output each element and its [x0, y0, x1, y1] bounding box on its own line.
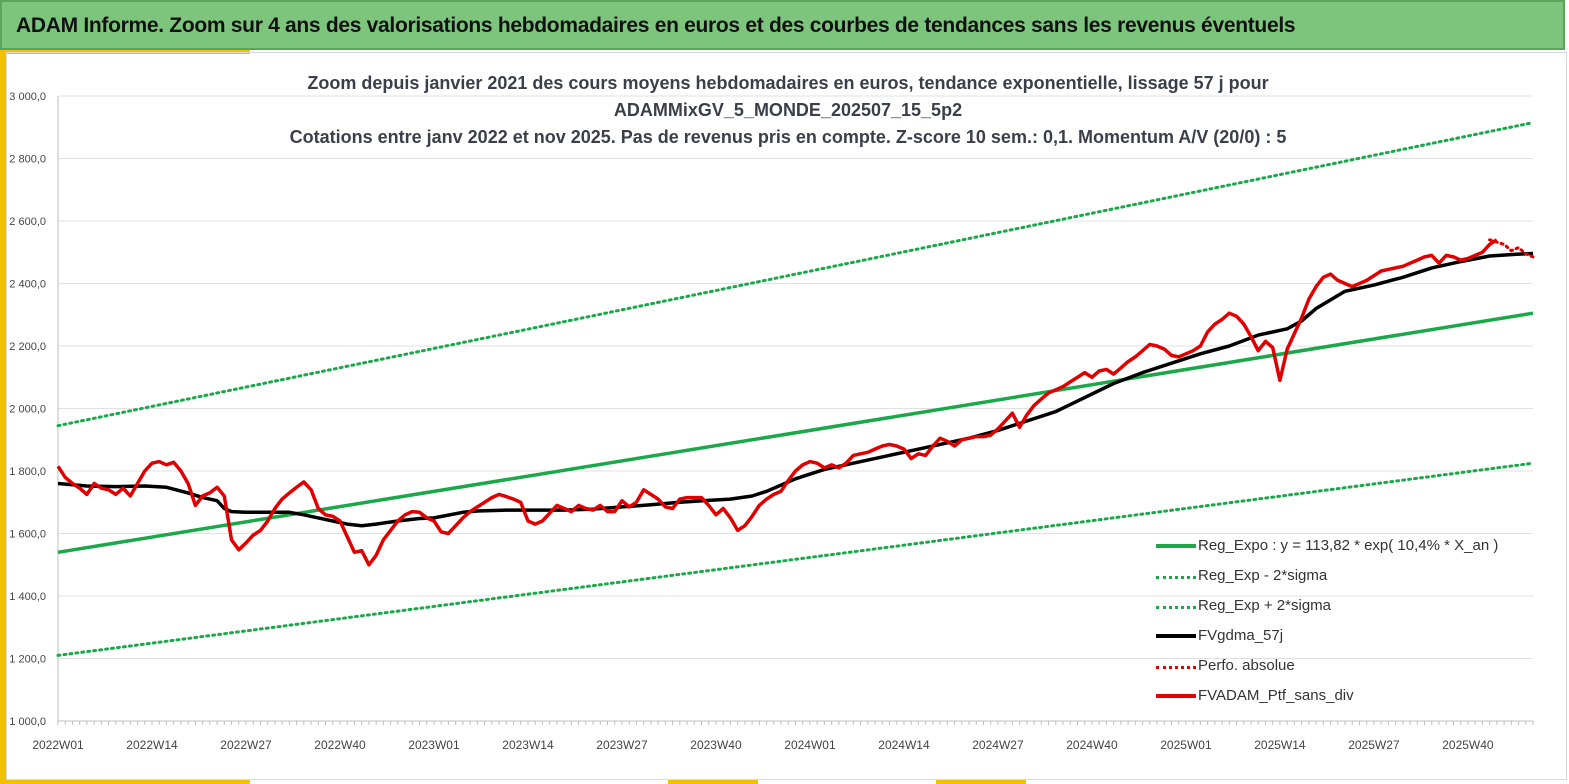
legend-swatch-fvgdma: [1156, 634, 1196, 638]
x-tick-label: 2023W40: [690, 738, 742, 752]
x-tick-label: 2025W14: [1254, 738, 1306, 752]
legend-item-perfo: Perfo. absolue: [1150, 652, 1550, 682]
legend-swatch-reg-exp-plus: [1156, 606, 1196, 609]
y-tick-label: 2 600,0: [9, 216, 46, 228]
x-tick-label: 2025W27: [1348, 738, 1400, 752]
chart-title-line-3: Cotations entre janv 2022 et nov 2025. P…: [289, 127, 1287, 147]
legend-label-reg-exp-minus: Reg_Exp - 2*sigma: [1198, 567, 1328, 584]
series-line-3: [57, 251, 1534, 528]
y-tick-label: 1 600,0: [9, 529, 46, 541]
x-tick-label: 2024W40: [1066, 738, 1118, 752]
series-lines: [56, 121, 1535, 657]
legend-label-fvadam: FVADAM_Ptf_sans_div: [1198, 687, 1354, 704]
x-tick-label: 2025W01: [1160, 738, 1212, 752]
y-tick-label: 2 000,0: [9, 404, 46, 416]
y-tick-label: 1 000,0: [9, 716, 46, 728]
x-tick-label: 2022W27: [220, 738, 272, 752]
accent-bar-left: [0, 50, 6, 784]
y-tick-label: 1 200,0: [9, 654, 46, 666]
accent-bar-bottom-mid: [668, 780, 758, 784]
accent-bar-bottom-right: [936, 780, 1026, 784]
x-tick-label: 2025W40: [1442, 738, 1494, 752]
legend-swatch-reg-expo: [1156, 544, 1196, 548]
legend-swatch-fvadam: [1156, 694, 1196, 698]
legend-swatch-reg-exp-minus: [1156, 576, 1196, 579]
legend-label-fvgdma: FVgdma_57j: [1198, 627, 1284, 644]
x-axis-ticks: 2022W01 2022W14 2022W27 2022W40 2023W01 2023W…: [32, 738, 1494, 752]
legend-item-reg-expo: Reg_Expo : y = 113,82 * exp( 10,4% * X_a…: [1150, 532, 1550, 562]
gridlines: [57, 95, 1534, 725]
series-line-4: [1488, 238, 1535, 259]
accent-bar-bottom: [0, 780, 250, 784]
chart-frame: [6, 52, 1567, 780]
x-tick-label: 2023W27: [596, 738, 648, 752]
series-line-0: [57, 311, 1534, 555]
header-banner: ADAM Informe. Zoom sur 4 ans des valoris…: [0, 0, 1565, 50]
legend-item-fvgdma: FVgdma_57j: [1150, 622, 1550, 652]
legend-item-reg-exp-plus: Reg_Exp + 2*sigma: [1150, 592, 1550, 622]
legend-item-fvadam: FVADAM_Ptf_sans_div: [1150, 682, 1550, 712]
x-tick-label: 2022W01: [32, 738, 84, 752]
y-tick-label: 1 800,0: [9, 466, 46, 478]
chart-title-line-1: Zoom depuis janvier 2021 des cours moyen…: [307, 73, 1269, 93]
y-axis-ticks: 1 000,0 1 200,0 1 400,0 1 600,0 1 800,0 2 000…: [9, 91, 46, 728]
x-tick-label: 2024W14: [878, 738, 930, 752]
legend: Reg_Expo : y = 113,82 * exp( 10,4% * X_a…: [1150, 532, 1550, 712]
x-tick-label: 2023W14: [502, 738, 554, 752]
y-tick-label: 1 400,0: [9, 591, 46, 603]
x-tick-label: 2022W14: [126, 738, 178, 752]
x-tick-label: 2022W40: [314, 738, 366, 752]
chart-title: Zoom depuis janvier 2021 des cours moyen…: [250, 70, 1326, 151]
legend-swatch-perfo: [1156, 666, 1196, 669]
header-title: ADAM Informe. Zoom sur 4 ans des valoris…: [16, 14, 1296, 37]
legend-item-reg-exp-minus: Reg_Exp - 2*sigma: [1150, 562, 1550, 592]
y-tick-label: 2 400,0: [9, 279, 46, 291]
y-tick-label: 3 000,0: [9, 91, 46, 103]
x-tick-label: 2024W01: [784, 738, 836, 752]
x-tick-label: 2023W01: [408, 738, 460, 752]
chart-title-line-2: ADAMMixGV_5_MONDE_202507_15_5p2: [613, 100, 963, 120]
y-tick-label: 2 800,0: [9, 154, 46, 166]
x-tick-label: 2024W27: [972, 738, 1024, 752]
legend-label-perfo: Perfo. absolue: [1198, 657, 1295, 674]
legend-label-reg-exp-plus: Reg_Exp + 2*sigma: [1198, 597, 1331, 614]
series-line-5: [56, 238, 1498, 567]
y-tick-label: 2 200,0: [9, 341, 46, 353]
series-line-2: [56, 121, 1535, 428]
series-line-1: [56, 461, 1535, 657]
legend-label-reg-expo: Reg_Expo : y = 113,82 * exp( 10,4% * X_a…: [1198, 537, 1499, 554]
